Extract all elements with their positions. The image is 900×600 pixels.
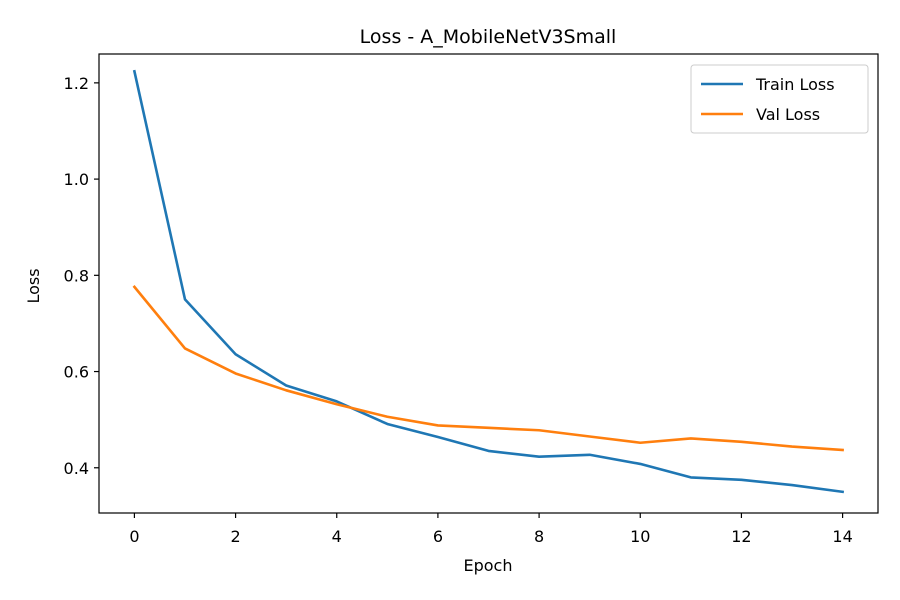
y-tick-label: 0.4 bbox=[64, 459, 89, 478]
plot-area: 0 2 4 6 8 10 12 14 0.4 0.6 0.8 1.0 1.2 bbox=[64, 53, 879, 546]
series-line-val-loss bbox=[132, 285, 844, 452]
x-tick-label: 12 bbox=[731, 527, 751, 546]
x-axis-title: Epoch bbox=[464, 556, 513, 575]
x-tick-label: 8 bbox=[534, 527, 544, 546]
x-tick-label: 0 bbox=[129, 527, 139, 546]
y-tick-label: 1.0 bbox=[64, 170, 89, 189]
plot-frame bbox=[98, 53, 879, 514]
legend: Train Loss Val Loss bbox=[690, 64, 869, 134]
y-tick-label: 0.6 bbox=[64, 363, 89, 382]
legend-label: Train Loss bbox=[755, 75, 835, 94]
x-tick-label: 4 bbox=[332, 527, 342, 546]
x-tick-label: 10 bbox=[630, 527, 650, 546]
x-tick-label: 14 bbox=[832, 527, 852, 546]
series-line-train-loss bbox=[132, 69, 845, 494]
x-tick-label: 6 bbox=[433, 527, 443, 546]
y-tick-label: 1.2 bbox=[64, 74, 89, 93]
legend-box bbox=[690, 64, 869, 134]
legend-label: Val Loss bbox=[756, 105, 820, 124]
x-tick-label: 2 bbox=[230, 527, 240, 546]
chart-title: Loss - A_MobileNetV3Small bbox=[360, 26, 617, 48]
y-tick-label: 0.8 bbox=[64, 266, 89, 285]
y-axis-title: Loss bbox=[24, 268, 43, 303]
